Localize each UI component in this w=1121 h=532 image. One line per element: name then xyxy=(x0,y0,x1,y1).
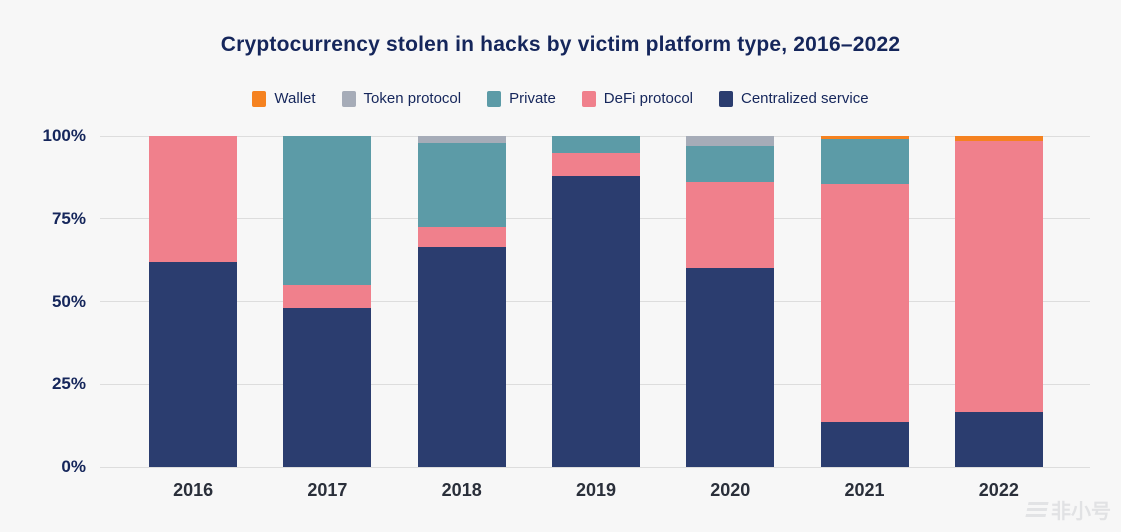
legend: Wallet Token protocol Private DeFi protocol… xyxy=(0,90,1121,107)
gridline-100 xyxy=(100,135,1090,137)
legend-item-token-protocol: Token protocol xyxy=(341,90,462,107)
bar-segment-defi-protocol-2021 xyxy=(820,184,909,423)
bar-segment-centralized-service-2018 xyxy=(417,246,506,467)
legend-label: Wallet xyxy=(274,90,316,107)
stacked-bar-2017 xyxy=(283,136,372,467)
bar-segment-private-2018 xyxy=(417,142,506,228)
legend-swatch-icon xyxy=(252,90,267,107)
bar-segment-defi-protocol-2022 xyxy=(954,140,1043,413)
bars-container xyxy=(126,136,1066,467)
bar-segment-private-2020 xyxy=(686,145,775,183)
stacked-bar-2019 xyxy=(551,136,640,467)
stacked-bar-2016 xyxy=(149,136,238,467)
bar-column-2016 xyxy=(126,136,260,467)
bar-segment-wallet-2021 xyxy=(820,136,909,140)
gridline-0 xyxy=(100,466,1090,468)
watermark: 非小号 xyxy=(1025,495,1111,524)
bar-segment-centralized-service-2020 xyxy=(686,268,775,467)
stacked-bar-2021 xyxy=(820,136,909,467)
bar-segment-defi-protocol-2020 xyxy=(686,182,775,269)
bar-segment-defi-protocol-2019 xyxy=(551,152,640,176)
feixiaohao-logo-icon xyxy=(1025,502,1049,517)
x-tick-label-2021: 2021 xyxy=(844,480,885,500)
stacked-bar-2022 xyxy=(954,136,1043,467)
bar-column-2018 xyxy=(395,136,529,467)
legend-label: DeFi protocol xyxy=(603,90,693,107)
x-tick-label-2022: 2022 xyxy=(978,480,1019,500)
legend-label: Private xyxy=(509,90,556,107)
bar-segment-defi-protocol-2016 xyxy=(149,136,238,262)
bar-segment-centralized-service-2019 xyxy=(551,175,640,467)
bar-column-2022 xyxy=(932,136,1066,467)
plot-area xyxy=(100,135,1090,468)
bar-segment-private-2021 xyxy=(820,139,909,185)
x-tick-label-2018: 2018 xyxy=(441,480,482,500)
y-tick-label-75: 75% xyxy=(51,208,86,228)
legend-swatch-icon xyxy=(487,90,502,107)
bar-segment-centralized-service-2016 xyxy=(149,261,238,467)
bar-segment-token-protocol-2020 xyxy=(686,136,775,146)
x-tick-label-2017: 2017 xyxy=(307,480,348,500)
y-tick-label-0: 0% xyxy=(61,457,86,476)
bar-segment-centralized-service-2022 xyxy=(954,412,1043,467)
bar-column-2020 xyxy=(663,136,797,467)
bar-column-2017 xyxy=(260,136,394,467)
y-tick-label-50: 50% xyxy=(51,291,86,311)
bar-segment-defi-protocol-2018 xyxy=(417,227,506,247)
legend-swatch-icon xyxy=(581,90,596,107)
bar-segment-private-2017 xyxy=(283,136,372,285)
bar-column-2021 xyxy=(797,136,931,467)
chart-title: Cryptocurrency stolen in hacks by victim… xyxy=(220,33,901,56)
stacked-bar-2018 xyxy=(417,136,506,467)
bar-segment-centralized-service-2017 xyxy=(283,308,372,467)
bar-segment-defi-protocol-2017 xyxy=(283,284,372,309)
bar-segment-token-protocol-2018 xyxy=(417,136,506,143)
legend-label: Token protocol xyxy=(363,90,462,107)
watermark-text: 非小号 xyxy=(1051,501,1111,523)
y-tick-label-25: 25% xyxy=(51,374,86,394)
stacked-bar-2020 xyxy=(686,136,775,467)
x-tick-label-2016: 2016 xyxy=(173,480,214,500)
legend-label: Centralized service xyxy=(741,90,869,107)
legend-item-centralized-service: Centralized service xyxy=(719,90,869,107)
x-axis: 2016 2017 2018 2019 2020 2021 2022 xyxy=(126,480,1066,501)
bar-column-2019 xyxy=(529,136,663,467)
bar-segment-centralized-service-2021 xyxy=(820,422,909,467)
x-tick-label-2019: 2019 xyxy=(575,480,616,500)
bar-segment-private-2019 xyxy=(551,136,640,153)
y-tick-label-100: 100% xyxy=(42,126,86,145)
bar-segment-wallet-2022 xyxy=(954,136,1043,141)
legend-swatch-icon xyxy=(719,90,733,107)
legend-item-wallet: Wallet xyxy=(252,90,316,107)
x-tick-label-2020: 2020 xyxy=(710,480,751,500)
legend-swatch-icon xyxy=(341,90,356,107)
legend-item-private: Private xyxy=(487,90,556,107)
legend-item-defi-protocol: DeFi protocol xyxy=(581,90,693,107)
